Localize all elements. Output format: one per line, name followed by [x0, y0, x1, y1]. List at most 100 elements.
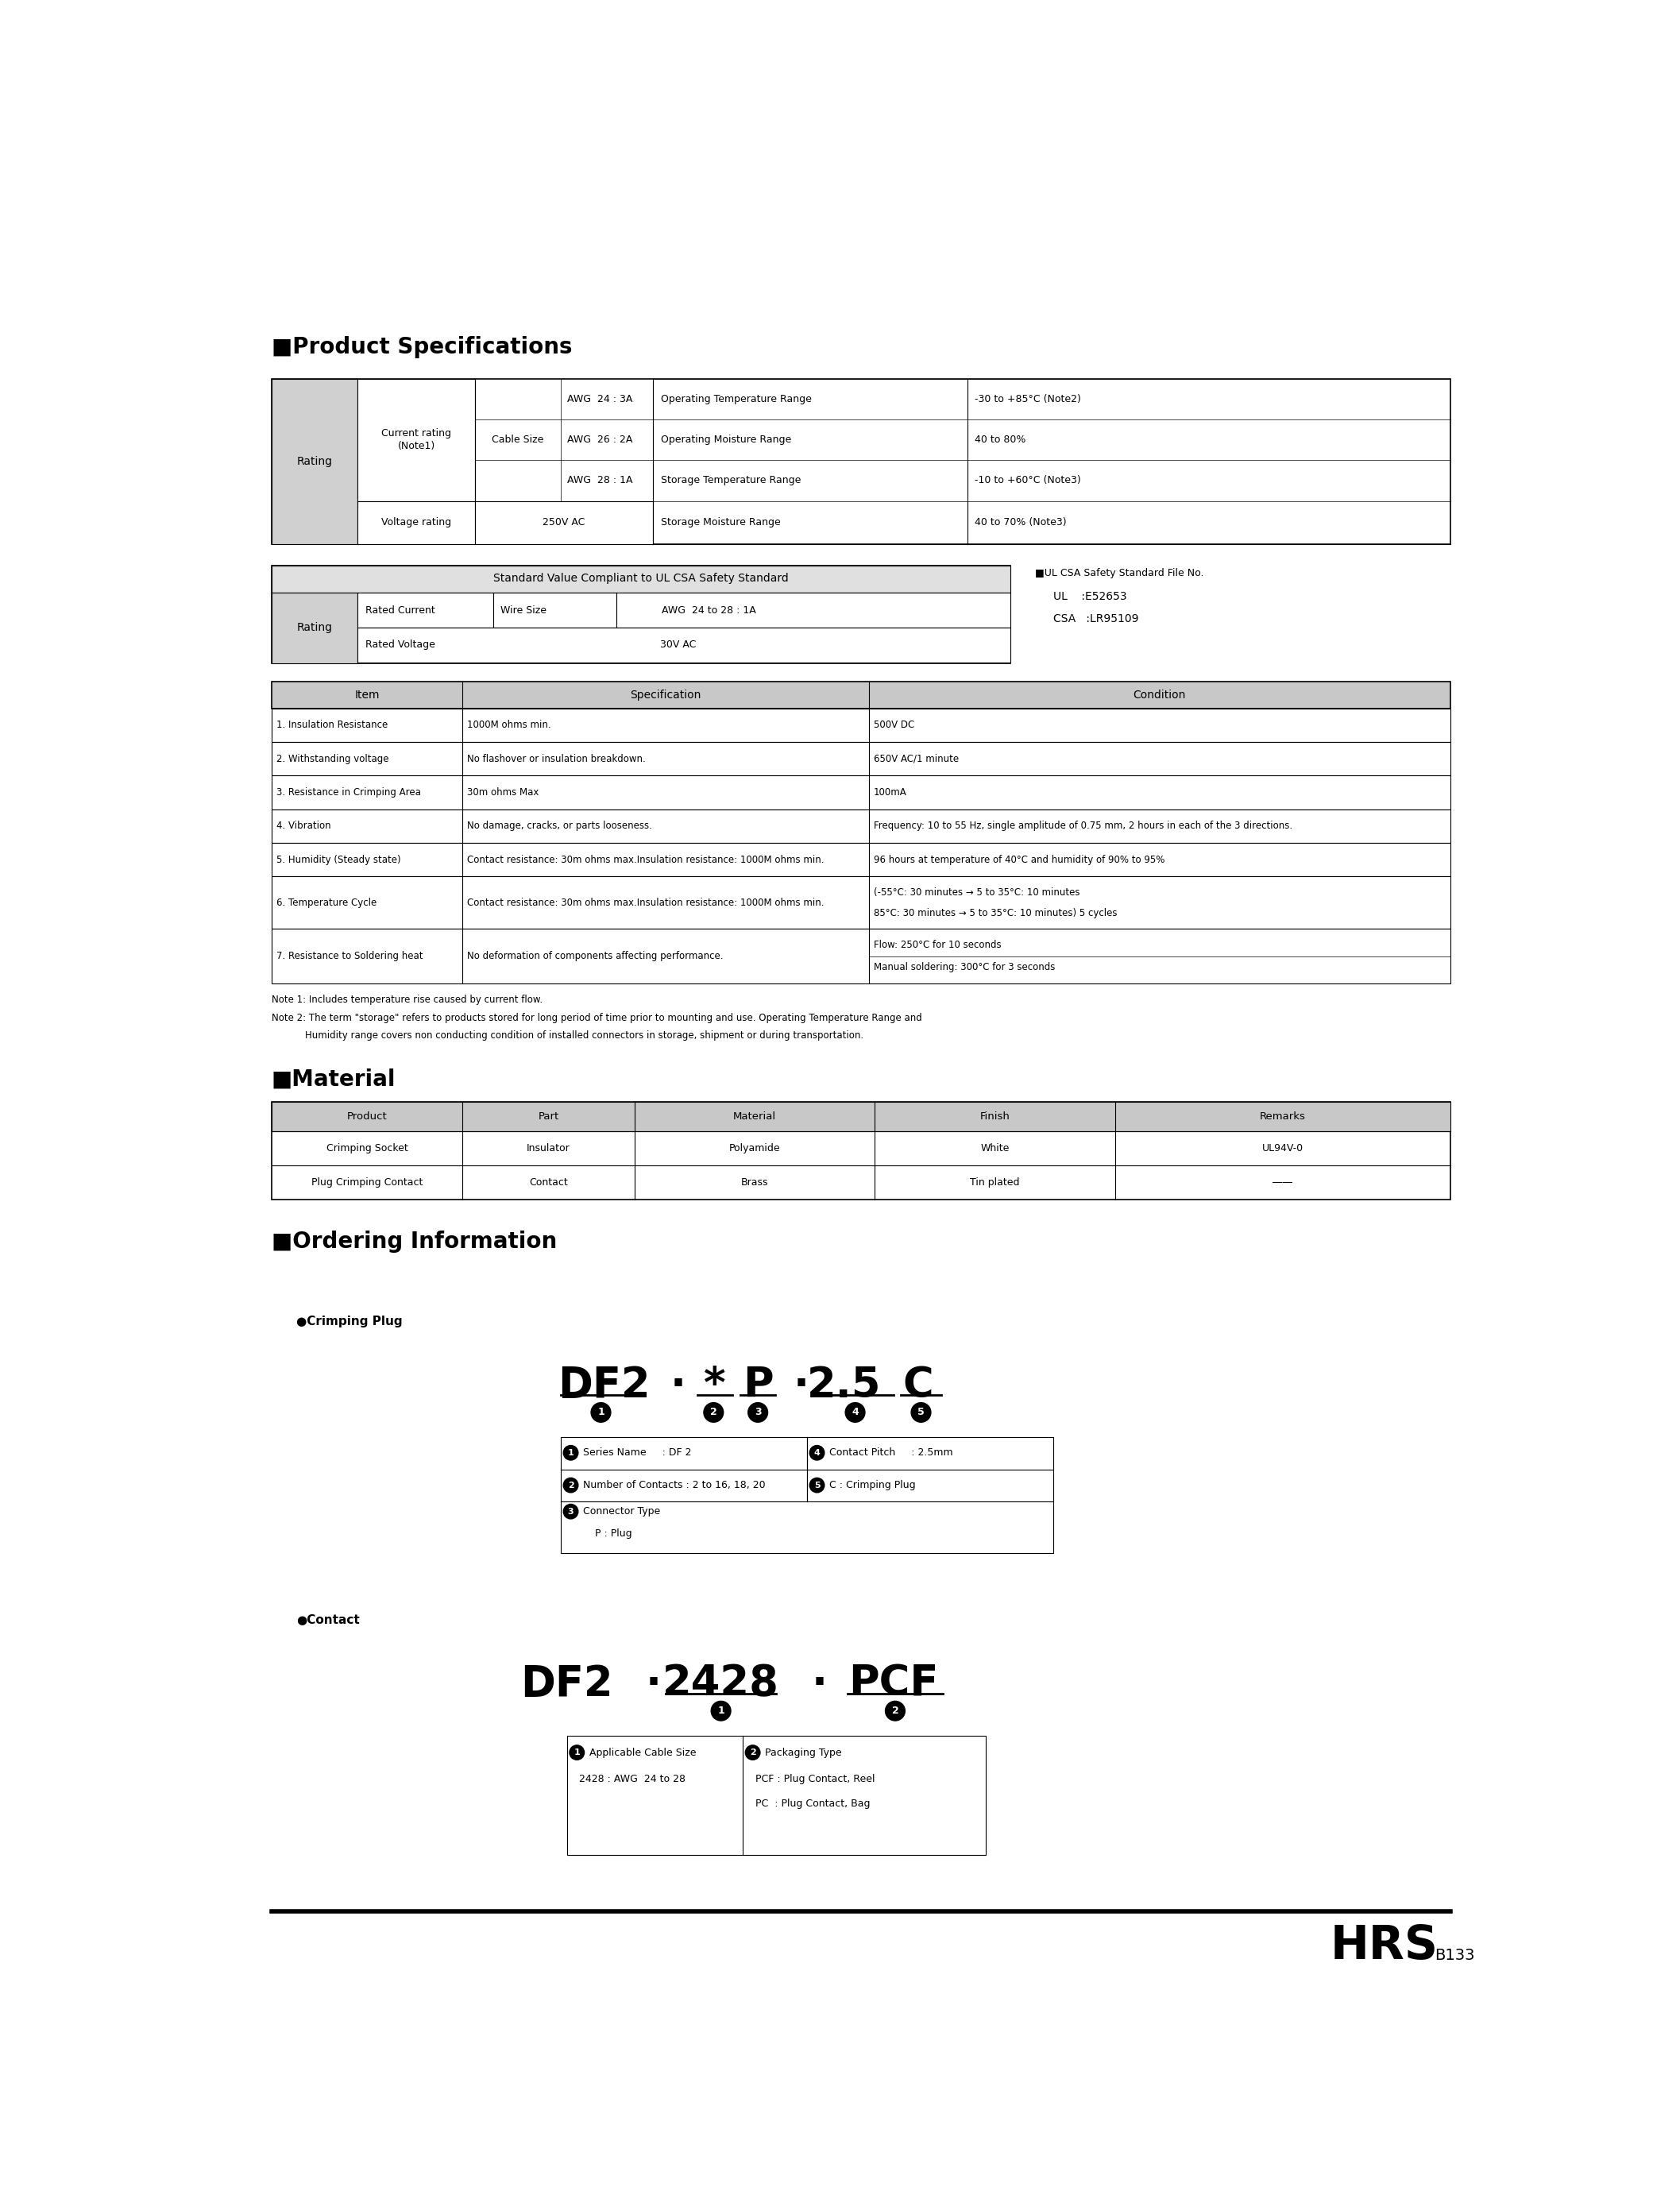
Bar — [358, 593, 494, 628]
Text: Cable Size: Cable Size — [492, 435, 544, 444]
Text: Rating: Rating — [297, 623, 333, 634]
Bar — [272, 682, 1450, 709]
Text: Contact Pitch     : 2.5mm: Contact Pitch : 2.5mm — [830, 1448, 953, 1459]
Text: 2: 2 — [749, 1750, 756, 1756]
Text: Condition: Condition — [1134, 689, 1186, 700]
Bar — [494, 593, 617, 628]
Text: UL94V-0: UL94V-0 — [1262, 1144, 1304, 1153]
Text: Number of Contacts : 2 to 16, 18, 20: Number of Contacts : 2 to 16, 18, 20 — [583, 1481, 766, 1489]
Text: Series Name     : DF 2: Series Name : DF 2 — [583, 1448, 692, 1459]
Text: 3. Resistance in Crimping Area: 3. Resistance in Crimping Area — [277, 787, 422, 798]
Bar — [358, 628, 1010, 663]
Text: 3: 3 — [754, 1406, 761, 1417]
Circle shape — [810, 1478, 825, 1492]
Text: ·: · — [645, 1664, 662, 1704]
Text: 7. Resistance to Soldering heat: 7. Resistance to Soldering heat — [277, 951, 423, 962]
Text: (Note1): (Note1) — [398, 442, 435, 451]
Text: Product: Product — [346, 1111, 386, 1122]
Text: Storage Moisture Range: Storage Moisture Range — [660, 518, 781, 527]
Text: 3: 3 — [568, 1507, 575, 1516]
Text: 2: 2 — [568, 1481, 575, 1489]
Bar — [358, 501, 475, 545]
Text: 2428 : AWG  24 to 28: 2428 : AWG 24 to 28 — [580, 1774, 685, 1785]
Text: 5: 5 — [917, 1406, 924, 1417]
Circle shape — [591, 1402, 612, 1422]
Text: 40 to 80%: 40 to 80% — [974, 435, 1026, 444]
Text: Rating: Rating — [297, 455, 333, 466]
Text: Voltage rating: Voltage rating — [381, 518, 452, 527]
Text: AWG  26 : 2A: AWG 26 : 2A — [568, 435, 632, 444]
Text: ■Product Specifications: ■Product Specifications — [272, 337, 573, 359]
Bar — [272, 593, 358, 663]
Circle shape — [748, 1402, 768, 1422]
Text: Current rating: Current rating — [381, 429, 452, 440]
Text: ·: · — [793, 1365, 810, 1406]
Text: Finish: Finish — [979, 1111, 1010, 1122]
Text: 30V AC: 30V AC — [660, 641, 696, 650]
Text: Manual soldering: 300°C for 3 seconds: Manual soldering: 300°C for 3 seconds — [874, 962, 1055, 973]
Text: 4: 4 — [813, 1448, 820, 1457]
Circle shape — [885, 1701, 906, 1721]
Bar — [568, 1736, 986, 1855]
Text: Frequency: 10 to 55 Hz, single amplitude of 0.75 mm, 2 hours in each of the 3 di: Frequency: 10 to 55 Hz, single amplitude… — [874, 820, 1292, 831]
Text: 4: 4 — [852, 1406, 858, 1417]
Circle shape — [911, 1402, 931, 1422]
Text: 5: 5 — [813, 1481, 820, 1489]
Text: PCF : Plug Contact, Reel: PCF : Plug Contact, Reel — [756, 1774, 875, 1785]
Bar — [272, 877, 1450, 929]
Text: 1. Insulation Resistance: 1. Insulation Resistance — [277, 720, 388, 730]
Text: No deformation of components affecting performance.: No deformation of components affecting p… — [467, 951, 724, 962]
Text: 500V DC: 500V DC — [874, 720, 914, 730]
Text: Contact: Contact — [529, 1177, 568, 1188]
Text: Crimping Socket: Crimping Socket — [326, 1144, 408, 1153]
Circle shape — [563, 1505, 578, 1518]
Text: P : Plug: P : Plug — [595, 1529, 632, 1540]
Text: Brass: Brass — [741, 1177, 768, 1188]
Text: 85°C: 30 minutes → 5 to 35°C: 10 minutes) 5 cycles: 85°C: 30 minutes → 5 to 35°C: 10 minutes… — [874, 908, 1117, 919]
Text: P: P — [743, 1365, 773, 1406]
Text: 2428: 2428 — [662, 1664, 780, 1704]
Text: Standard Value Compliant to UL CSA Safety Standard: Standard Value Compliant to UL CSA Safet… — [494, 573, 788, 584]
Text: DF2: DF2 — [558, 1365, 650, 1406]
Text: 2. Withstanding voltage: 2. Withstanding voltage — [277, 755, 388, 763]
Text: 4. Vibration: 4. Vibration — [277, 820, 331, 831]
Text: Packaging Type: Packaging Type — [764, 1747, 842, 1758]
Text: Plug Crimping Contact: Plug Crimping Contact — [311, 1177, 423, 1188]
Circle shape — [845, 1402, 865, 1422]
Text: DF2: DF2 — [521, 1664, 613, 1704]
Text: Storage Temperature Range: Storage Temperature Range — [660, 475, 801, 486]
Text: ·: · — [811, 1664, 827, 1704]
Bar — [272, 564, 1010, 663]
Text: Note 2: The term "storage" refers to products stored for long period of time pri: Note 2: The term "storage" refers to pro… — [272, 1013, 922, 1024]
Text: PC  : Plug Contact, Bag: PC : Plug Contact, Bag — [756, 1798, 870, 1809]
Text: Material: Material — [732, 1111, 776, 1122]
Text: -10 to +60°C (Note3): -10 to +60°C (Note3) — [974, 475, 1080, 486]
Text: 1: 1 — [575, 1750, 580, 1756]
Circle shape — [563, 1478, 578, 1492]
Text: 96 hours at temperature of 40°C and humidity of 90% to 95%: 96 hours at temperature of 40°C and humi… — [874, 855, 1164, 864]
Text: Humidity range covers non conducting condition of installed connectors in storag: Humidity range covers non conducting con… — [306, 1030, 864, 1041]
Text: AWG  24 : 3A: AWG 24 : 3A — [568, 394, 632, 405]
Text: Flow: 250°C for 10 seconds: Flow: 250°C for 10 seconds — [874, 940, 1001, 951]
Text: CSA   :LR95109: CSA :LR95109 — [1053, 612, 1139, 623]
Text: 1000M ohms min.: 1000M ohms min. — [467, 720, 551, 730]
Text: Contact resistance: 30m ohms max.Insulation resistance: 1000M ohms min.: Contact resistance: 30m ohms max.Insulat… — [467, 897, 825, 908]
Bar — [272, 1102, 1450, 1198]
Text: Connector Type: Connector Type — [583, 1507, 660, 1516]
Text: Rated Voltage: Rated Voltage — [365, 641, 435, 650]
Text: 5. Humidity (Steady state): 5. Humidity (Steady state) — [277, 855, 402, 864]
Bar — [272, 776, 1450, 809]
Bar — [272, 378, 358, 545]
Text: ·: · — [670, 1365, 685, 1406]
Text: -30 to +85°C (Note2): -30 to +85°C (Note2) — [974, 394, 1080, 405]
Text: Part: Part — [538, 1111, 559, 1122]
Text: 1: 1 — [568, 1448, 575, 1457]
Text: Wire Size: Wire Size — [501, 606, 546, 615]
Text: ■UL CSA Safety Standard File No.: ■UL CSA Safety Standard File No. — [1035, 569, 1203, 580]
Circle shape — [711, 1701, 731, 1721]
Text: Operating Temperature Range: Operating Temperature Range — [660, 394, 811, 405]
Bar — [272, 709, 1450, 741]
Text: ■Ordering Information: ■Ordering Information — [272, 1229, 558, 1253]
Bar — [358, 378, 475, 501]
Text: Remarks: Remarks — [1260, 1111, 1305, 1122]
